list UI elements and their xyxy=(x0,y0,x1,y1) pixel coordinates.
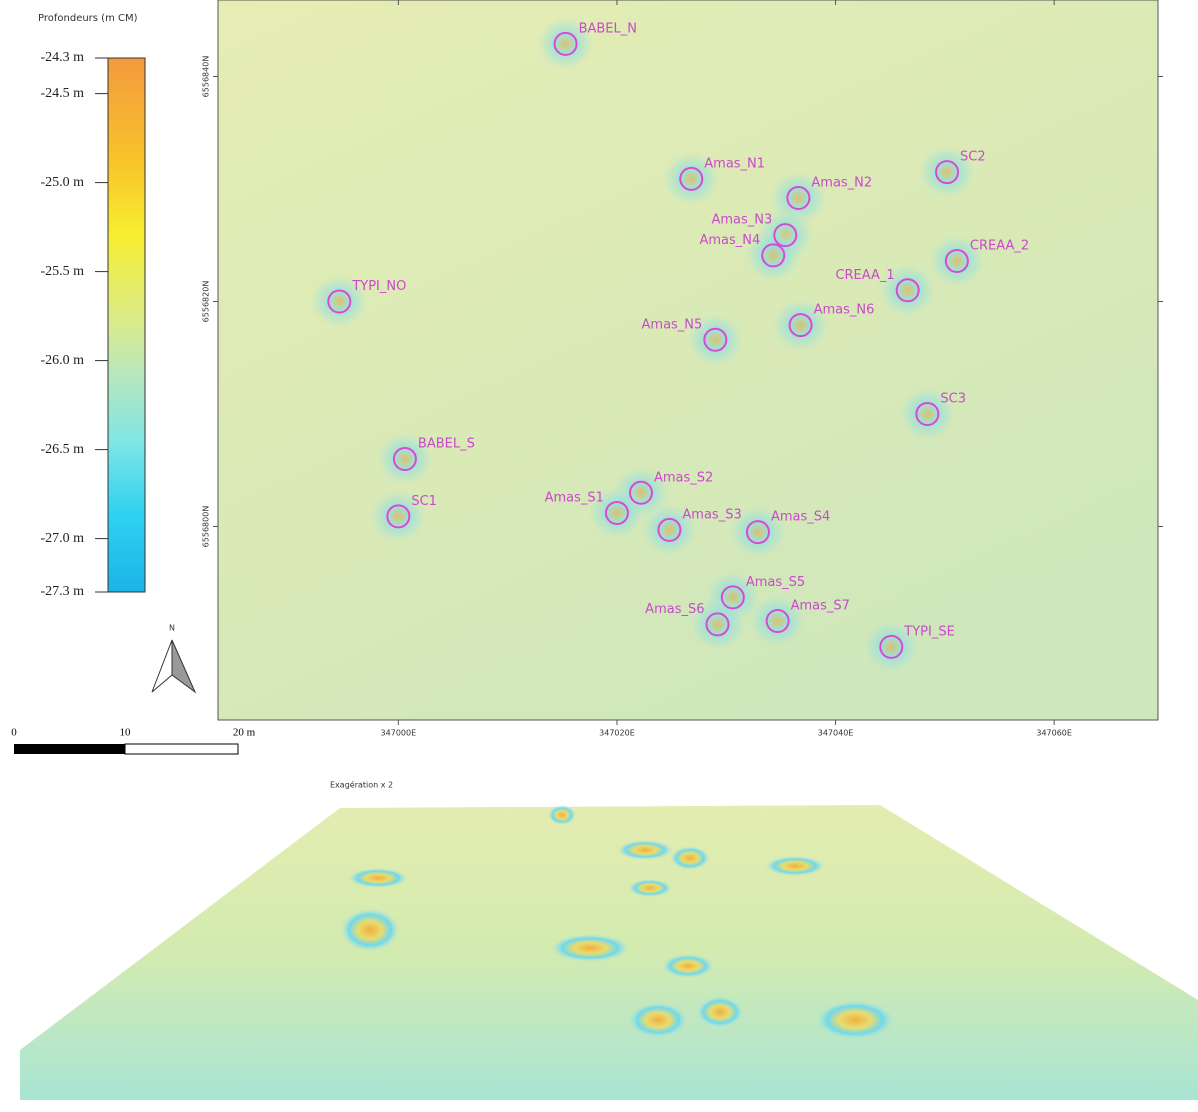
legend-tick-label: -27.3 m xyxy=(40,584,84,599)
legend-tick-label: -24.3 m xyxy=(40,50,84,65)
location-label: TYPI_SE xyxy=(903,624,955,639)
north-arrow xyxy=(172,640,195,692)
peak xyxy=(815,1000,895,1040)
location-label: Amas_N6 xyxy=(814,303,875,318)
legend-title: Profondeurs (m CM) xyxy=(38,13,138,24)
legend-tick-label: -27.0 m xyxy=(40,531,84,546)
location-label: Amas_S1 xyxy=(545,491,604,506)
location-label: Amas_S4 xyxy=(771,510,830,525)
location-label: Amas_S6 xyxy=(645,602,704,617)
location-label: Amas_S3 xyxy=(682,507,741,522)
location-label: CREAA_1 xyxy=(835,268,894,283)
peak xyxy=(550,934,630,962)
peak xyxy=(628,879,672,897)
scale-label: 10 xyxy=(120,727,132,739)
peak xyxy=(340,908,400,952)
scale-bar xyxy=(14,744,125,754)
peak xyxy=(670,846,710,870)
location-label: BABEL_S xyxy=(418,437,475,452)
y-tick-label: 6556820N xyxy=(202,281,211,323)
y-tick-label: 6556800N xyxy=(202,506,211,548)
x-tick-label: 347000E xyxy=(381,729,417,738)
y-tick-label: 6556840N xyxy=(202,56,211,98)
view-caption: Exagération x 2 xyxy=(330,780,393,790)
color-bar xyxy=(108,58,145,592)
peak xyxy=(696,996,744,1028)
x-tick-label: 347060E xyxy=(1036,729,1072,738)
legend-tick-label: -25.0 m xyxy=(40,175,84,190)
legend-tick-label: -24.5 m xyxy=(40,86,84,101)
scale-bar xyxy=(125,744,238,754)
peak xyxy=(628,1002,688,1038)
location-label: BABEL_N xyxy=(579,21,637,36)
location-label: SC3 xyxy=(940,392,966,407)
location-label: Amas_N3 xyxy=(711,213,772,228)
x-tick-label: 347040E xyxy=(818,729,854,738)
page: Profondeurs (m CM) N 0 10 20 m Exagérati… xyxy=(0,0,1198,1108)
north-arrow xyxy=(152,640,172,692)
location-label: SC2 xyxy=(960,150,986,165)
location-label: SC1 xyxy=(411,494,437,509)
peak xyxy=(548,805,576,825)
peak xyxy=(662,954,714,978)
location-label: Amas_N4 xyxy=(699,233,760,248)
legend-tick-label: -26.0 m xyxy=(40,353,84,368)
location-label: Amas_N1 xyxy=(704,156,765,171)
location-label: TYPI_NO xyxy=(351,279,406,294)
peak xyxy=(348,868,408,888)
location-label: Amas_N2 xyxy=(811,176,872,191)
scale-label: 0 xyxy=(11,727,17,739)
peak xyxy=(765,856,825,876)
peak xyxy=(617,840,673,860)
legend-tick-label: -26.5 m xyxy=(40,442,84,457)
x-tick-label: 347020E xyxy=(599,729,635,738)
location-label: Amas_S7 xyxy=(791,599,850,614)
location-label: Amas_S2 xyxy=(654,470,713,485)
scale-label: 20 m xyxy=(233,727,256,739)
north-label: N xyxy=(169,624,175,633)
location-label: Amas_N5 xyxy=(642,317,703,332)
legend-tick-label: -25.5 m xyxy=(40,264,84,279)
location-label: CREAA_2 xyxy=(970,239,1029,254)
location-label: Amas_S5 xyxy=(746,575,805,590)
